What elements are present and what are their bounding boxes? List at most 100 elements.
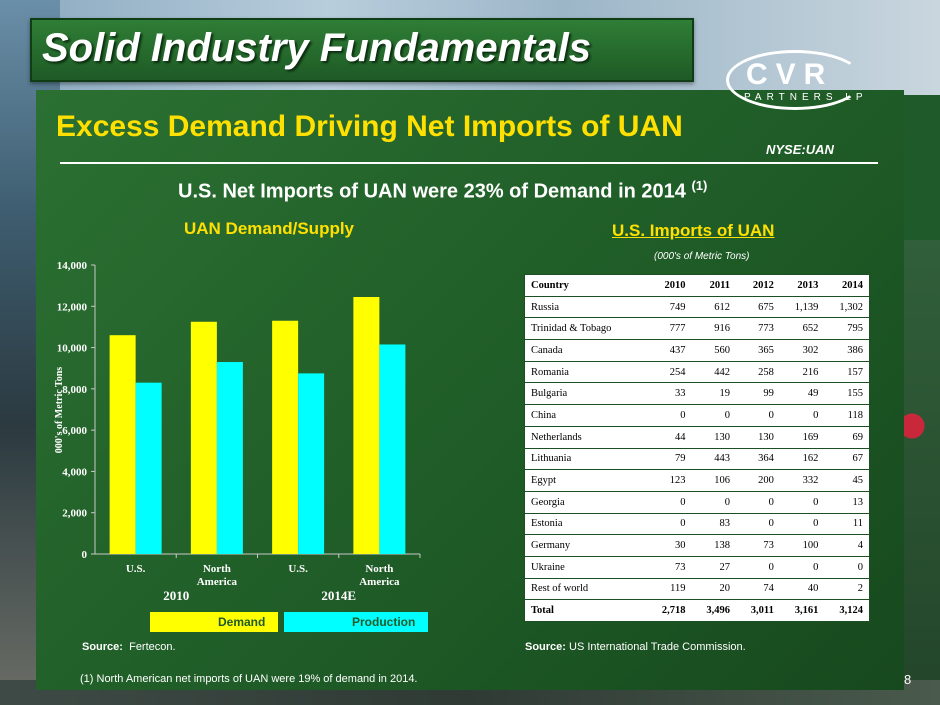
x-category-label: America: [197, 576, 238, 588]
table-row: Germany 30 138 73 100 4: [524, 534, 870, 557]
table-cell: 0: [779, 491, 825, 514]
table-total-row: Total 2,718 3,496 3,011 3,161 3,124: [524, 599, 870, 622]
table-cell: Estonia: [524, 513, 647, 536]
x-category-label: U.S.: [126, 563, 146, 575]
x-category-label: America: [359, 576, 400, 588]
table-units: (000's of Metric Tons): [654, 251, 750, 262]
table-source-label: Source:: [525, 641, 566, 653]
table-cell: Ukraine: [524, 556, 647, 579]
table-row: Georgia 0 0 0 0 13: [524, 491, 870, 514]
table-source: Source: US International Trade Commissio…: [525, 641, 746, 653]
table-cell: 11: [824, 513, 870, 536]
table-cell: 560: [691, 339, 737, 362]
y-tick-label: 0: [82, 549, 88, 561]
table-cell: 332: [779, 469, 825, 492]
table-cell: 364: [736, 448, 780, 471]
table-column-header: 2010: [647, 274, 692, 297]
table-cell: 73: [647, 556, 692, 579]
table-header-row: Country 2010 2011 2012 2013 2014: [524, 274, 870, 297]
table-cell: 83: [691, 513, 737, 536]
slide-title: Solid Industry Fundamentals: [42, 26, 591, 70]
legend-label-demand: Demand: [218, 615, 266, 629]
table-cell: 118: [824, 404, 870, 427]
table-cell: 1,302: [824, 296, 870, 319]
table-cell: 0: [691, 404, 737, 427]
headline-text: U.S. Net Imports of UAN were 23% of Dema…: [178, 180, 686, 203]
table-cell: 67: [824, 448, 870, 471]
headline: U.S. Net Imports of UAN were 23% of Dema…: [178, 178, 707, 204]
company-logo: CVR PARTNERS LP: [726, 50, 866, 112]
bar-demand-3: [353, 296, 380, 554]
table-cell: 3,496: [691, 599, 737, 622]
table-cell: 162: [779, 448, 825, 471]
table-row: Rest of world 119 20 74 40 2: [524, 578, 870, 601]
table-cell: 200: [736, 469, 780, 492]
table-row: Lithuania 79 443 364 162 67: [524, 448, 870, 471]
table-cell: 258: [736, 361, 780, 384]
table-cell: 0: [779, 556, 825, 579]
chart-title: UAN Demand/Supply: [184, 219, 355, 238]
bar-demand-0: [109, 335, 136, 554]
table-cell: 13: [824, 491, 870, 514]
table-cell: 443: [691, 448, 737, 471]
y-tick-label: 6,000: [62, 425, 87, 437]
table-cell: 749: [647, 296, 692, 319]
table-cell: Lithuania: [524, 448, 647, 471]
table-cell: China: [524, 404, 647, 427]
bar-production-3: [379, 344, 406, 554]
table-cell: 437: [647, 339, 692, 362]
table-cell: 0: [647, 513, 692, 536]
table-cell: 652: [779, 317, 825, 341]
bar-production-1: [216, 362, 243, 554]
x-category-label: U.S.: [288, 563, 308, 575]
table-cell: 254: [647, 361, 692, 384]
table-cell: 0: [736, 404, 780, 427]
table-cell: Egypt: [524, 469, 647, 492]
table-row: Netherlands 44 130 130 169 69: [524, 426, 870, 449]
table-cell: 777: [647, 317, 692, 341]
table-cell: 138: [691, 534, 737, 557]
table-cell: 3,124: [824, 599, 870, 622]
table-cell: 0: [736, 556, 780, 579]
table-cell: 49: [779, 382, 825, 406]
table-cell: 916: [691, 317, 737, 341]
table-cell: 119: [647, 578, 692, 601]
table-cell: 216: [779, 361, 825, 384]
table-row: Trinidad & Tobago 777 916 773 652 795: [524, 317, 870, 341]
table-cell: 1,139: [779, 296, 825, 319]
legend-label-production: Production: [352, 615, 416, 629]
table-cell: 2,718: [647, 599, 692, 622]
logo-ring: [726, 50, 864, 110]
table-row: Russia 749 612 675 1,139 1,302: [524, 296, 870, 319]
y-tick-label: 10,000: [57, 343, 88, 355]
table-cell: 130: [736, 426, 780, 449]
imports-table: Country 2010 2011 2012 2013 2014 Russia 749 612…: [524, 274, 870, 622]
table-row: Romania 254 442 258 216 157: [524, 361, 870, 384]
y-tick-label: 12,000: [57, 301, 88, 313]
table-column-header: Country: [524, 274, 647, 297]
table-cell: 44: [647, 426, 692, 449]
table-column-header: 2014: [824, 274, 870, 297]
table-row: Bulgaria 33 19 99 49 155: [524, 382, 870, 406]
demand-supply-chart: 000's of Metric Tons 0 2,000 4,000 6,000 8,0…: [54, 260, 421, 603]
table-cell: 100: [779, 534, 825, 557]
chart-source-text: Fertecon.: [129, 641, 176, 653]
y-tick-label: 2,000: [62, 508, 87, 520]
table-row: Egypt 123 106 200 332 45: [524, 469, 870, 492]
ticker-label: NYSE:UAN: [766, 142, 834, 157]
table-cell: 3,161: [779, 599, 825, 622]
table-cell: 20: [691, 578, 737, 601]
table-row: China 0 0 0 0 118: [524, 404, 870, 427]
chart-source: Source: Fertecon.: [82, 641, 176, 653]
table-cell: 0: [647, 491, 692, 514]
slide-subtitle: Excess Demand Driving Net Imports of UAN: [56, 110, 683, 143]
table-cell: 79: [647, 448, 692, 471]
table-column-header: 2011: [691, 274, 737, 297]
y-tick-label: 4,000: [62, 466, 87, 478]
table-cell: 2: [824, 578, 870, 601]
y-tick-label: 8,000: [62, 384, 87, 396]
table-cell: Germany: [524, 534, 647, 557]
bar-demand-2: [272, 320, 299, 554]
y-tick-label: 14,000: [57, 260, 88, 272]
table-cell: 4: [824, 534, 870, 557]
